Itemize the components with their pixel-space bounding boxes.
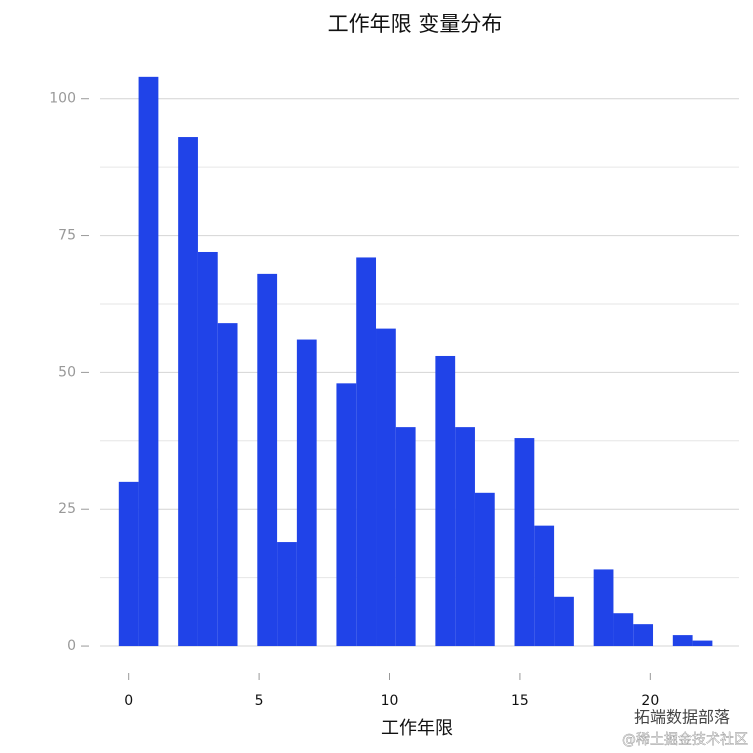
bar	[692, 640, 713, 647]
bar	[277, 542, 297, 647]
bar	[217, 323, 238, 647]
bar	[593, 569, 614, 647]
chart-title: 工作年限 变量分布	[328, 12, 503, 36]
x-tick-label: 0	[124, 693, 133, 709]
x-axis-label: 工作年限	[381, 718, 453, 739]
bar	[455, 427, 475, 647]
bar	[435, 355, 456, 647]
bar	[534, 525, 555, 647]
bar	[197, 251, 218, 647]
bar	[395, 427, 416, 647]
x-tick-label: 10	[381, 693, 399, 709]
bar	[118, 481, 139, 647]
bar	[554, 596, 574, 647]
y-tick-label: 100	[49, 91, 76, 107]
bar	[376, 328, 396, 647]
watermark: @稀土掘金技术社区	[622, 732, 748, 748]
bar	[336, 383, 357, 647]
y-tick-label: 50	[58, 364, 76, 380]
y-tick-label: 25	[58, 501, 76, 517]
bar	[613, 613, 634, 647]
bar	[672, 635, 693, 647]
x-tick-label: 20	[641, 693, 659, 709]
x-tick-label: 5	[255, 693, 264, 709]
bar	[257, 273, 278, 647]
bar	[633, 624, 654, 647]
bar	[138, 76, 159, 647]
bar	[356, 257, 377, 647]
x-tick-label: 15	[511, 693, 529, 709]
y-tick-label: 75	[58, 228, 76, 244]
y-tick-label: 0	[67, 638, 76, 654]
bar	[296, 339, 317, 647]
watermark: 拓端数据部落	[634, 708, 730, 727]
bar	[178, 137, 198, 647]
bar	[514, 438, 535, 647]
bar	[474, 492, 495, 647]
